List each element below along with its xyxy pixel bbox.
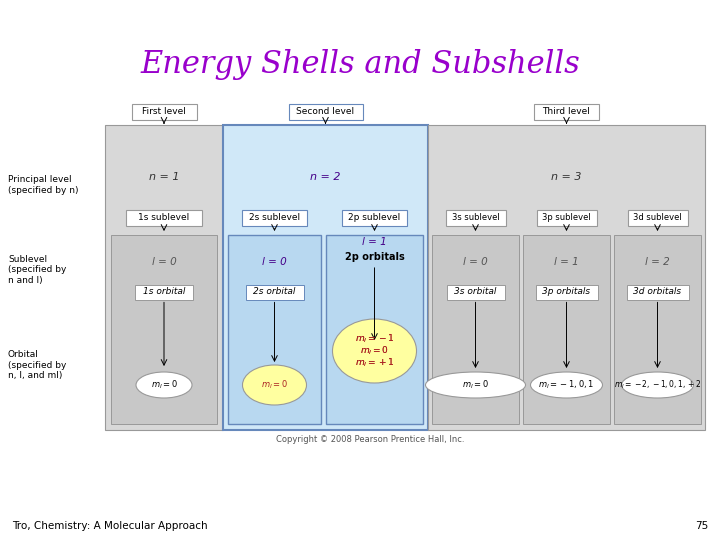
FancyBboxPatch shape [326,235,423,424]
FancyBboxPatch shape [126,210,202,226]
FancyBboxPatch shape [536,285,598,300]
Text: First level: First level [142,107,186,117]
FancyBboxPatch shape [432,235,519,424]
Text: 3s orbital: 3s orbital [454,287,497,296]
Text: $m_l = -1$: $m_l = -1$ [354,333,395,345]
Text: l = 0: l = 0 [152,257,176,267]
FancyBboxPatch shape [135,285,193,300]
Ellipse shape [426,372,526,398]
FancyBboxPatch shape [223,125,428,430]
FancyBboxPatch shape [534,104,599,120]
Text: $m_l = 0$: $m_l = 0$ [462,379,489,392]
Text: $m_l = +1$: $m_l = +1$ [354,357,395,369]
FancyBboxPatch shape [614,235,701,424]
Text: n = 3: n = 3 [552,172,582,182]
Text: Sublevel
(specified by
n and l): Sublevel (specified by n and l) [8,255,66,285]
Ellipse shape [531,372,603,398]
Text: l = 2: l = 2 [645,257,670,267]
Text: $m_l = -2, -1, 0, 1, +2$: $m_l = -2, -1, 0, 1, +2$ [613,379,701,392]
Text: $m_l = 0$: $m_l = 0$ [261,379,288,392]
Ellipse shape [136,372,192,398]
Text: 3d sublevel: 3d sublevel [633,213,682,222]
FancyBboxPatch shape [523,235,610,424]
Text: 1s sublevel: 1s sublevel [138,213,189,222]
Text: $m_l = -1$: $m_l = -1$ [354,333,395,345]
Text: 2p sublevel: 2p sublevel [348,213,400,222]
Text: l = 1: l = 1 [554,257,579,267]
FancyBboxPatch shape [536,210,596,226]
FancyBboxPatch shape [628,210,688,226]
FancyBboxPatch shape [228,235,321,424]
Text: n = 2: n = 2 [310,172,341,182]
Text: l = 1: l = 1 [362,237,387,247]
FancyBboxPatch shape [626,285,688,300]
Text: 3p orbitals: 3p orbitals [542,287,590,296]
FancyBboxPatch shape [105,125,223,430]
Text: n = 1: n = 1 [149,172,179,182]
FancyBboxPatch shape [428,125,705,430]
Ellipse shape [333,319,416,383]
Text: $m_l = +1$: $m_l = +1$ [354,357,395,369]
Text: Third level: Third level [543,107,590,117]
Text: 3d orbitals: 3d orbitals [634,287,682,296]
Text: Second level: Second level [297,107,354,117]
FancyBboxPatch shape [289,104,362,120]
Text: 2s orbital: 2s orbital [253,287,296,296]
Text: Principal level
(specified by n): Principal level (specified by n) [8,176,78,195]
FancyBboxPatch shape [111,235,217,424]
Text: l = 0: l = 0 [463,257,488,267]
Text: 75: 75 [695,521,708,531]
Text: 3s sublevel: 3s sublevel [451,213,500,222]
FancyBboxPatch shape [132,104,197,120]
Text: 3p sublevel: 3p sublevel [542,213,591,222]
Text: $m_l = 0$: $m_l = 0$ [360,345,389,357]
Ellipse shape [243,365,307,405]
Text: 2s sublevel: 2s sublevel [249,213,300,222]
FancyBboxPatch shape [242,210,307,226]
Text: Energy Shells and Subshells: Energy Shells and Subshells [140,50,580,80]
FancyBboxPatch shape [446,285,505,300]
FancyBboxPatch shape [342,210,407,226]
Text: Orbital
(specified by
n, l, and ml): Orbital (specified by n, l, and ml) [8,350,66,380]
FancyBboxPatch shape [246,285,304,300]
Text: $m_l = -1, 0, 1$: $m_l = -1, 0, 1$ [539,379,595,392]
FancyBboxPatch shape [446,210,505,226]
Text: Tro, Chemistry: A Molecular Approach: Tro, Chemistry: A Molecular Approach [12,521,207,531]
Text: Copyright © 2008 Pearson Prentice Hall, Inc.: Copyright © 2008 Pearson Prentice Hall, … [276,435,464,444]
Text: $m_l = 0$: $m_l = 0$ [150,379,178,392]
Text: 1s orbital: 1s orbital [143,287,185,296]
Ellipse shape [621,372,693,398]
Text: 2p orbitals: 2p orbitals [345,252,405,262]
Text: l = 0: l = 0 [262,257,287,267]
Text: $m_l = 0$: $m_l = 0$ [360,345,389,357]
